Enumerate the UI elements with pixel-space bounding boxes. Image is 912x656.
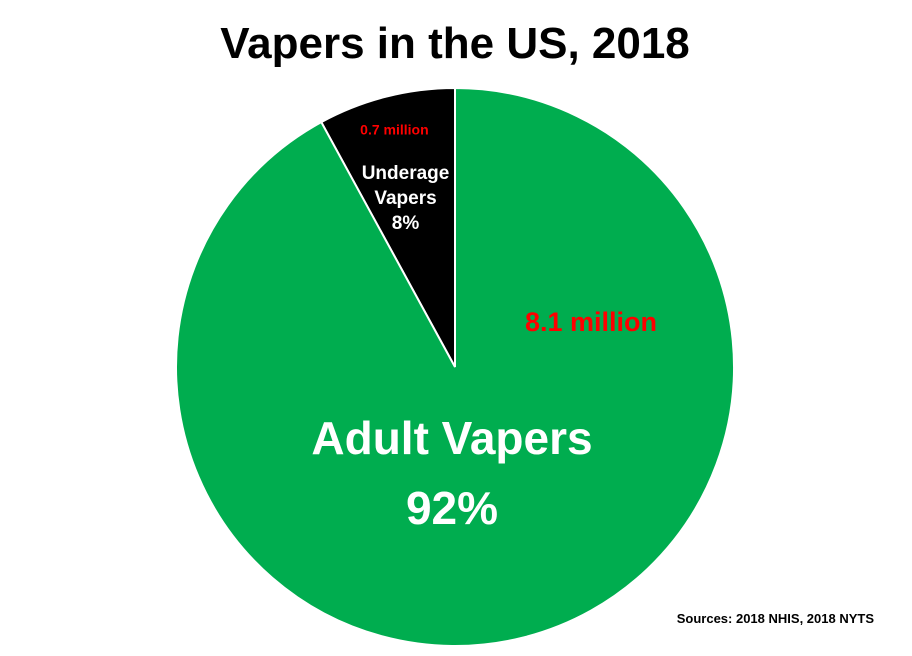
name-label-underage-vapers: Underage [362, 163, 450, 184]
pie-slices [175, 86, 735, 647]
name-label-adult-vapers: Adult Vapers [311, 412, 592, 464]
name-label-underage-vapers: Vapers [374, 188, 436, 209]
percent-label-adult-vapers: 92% [406, 482, 498, 534]
pie-slice-underage-vapers [319, 86, 456, 368]
pie-labels: 0.7 million Underage Vapers 8% 8.1 million Ad… [311, 122, 657, 534]
source-note: Sources: 2018 NHIS, 2018 NYTS [677, 611, 875, 626]
value-label-underage-vapers: 0.7 million [360, 122, 428, 138]
pie-slice-adult-vapers [175, 86, 735, 647]
value-label-adult-vapers: 8.1 million [525, 307, 657, 337]
percent-label-underage-vapers: 8% [392, 213, 420, 234]
chart-title: Vapers in the US, 2018 [220, 19, 690, 68]
